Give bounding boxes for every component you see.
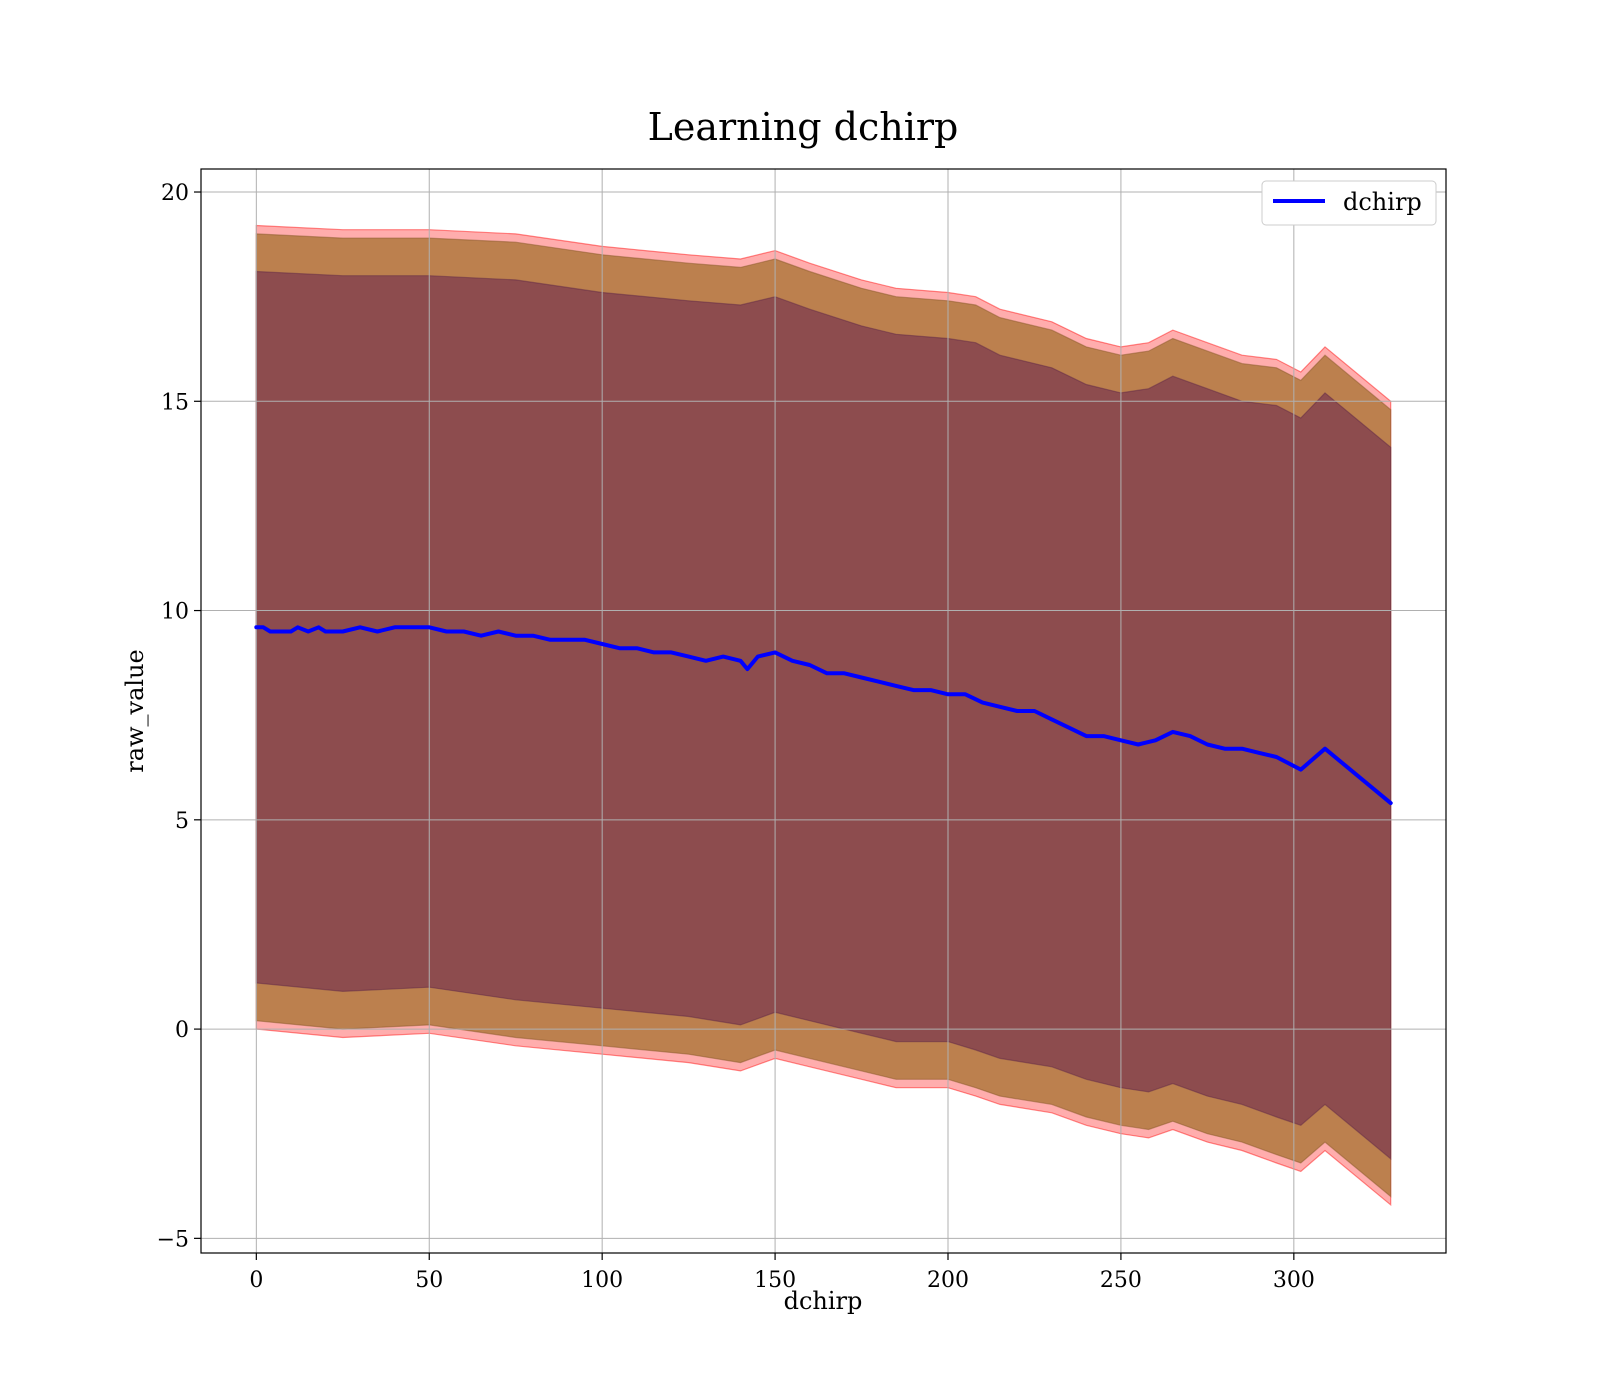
x-tick-label: 250 <box>1100 1268 1142 1293</box>
grid <box>201 169 1446 1253</box>
x-tick-label: 150 <box>754 1268 796 1293</box>
x-tick-label: 50 <box>415 1268 443 1293</box>
y-tick-label: 0 <box>175 1018 189 1043</box>
series-line-dchirp <box>254 625 1393 806</box>
x-tick-label: 100 <box>581 1268 623 1293</box>
y-tick-label: 15 <box>161 390 189 415</box>
legend-label-dchirp: dchirp <box>1343 188 1422 216</box>
x-tick-label: 300 <box>1273 1268 1315 1293</box>
series-lines <box>254 625 1393 806</box>
confidence-bands <box>255 224 1392 1207</box>
chart-title: Learning dchirp <box>648 105 959 149</box>
y-axis-title: raw_value <box>121 649 149 773</box>
x-tick-label: 200 <box>927 1268 969 1293</box>
y-axis-ticks: −5 0 5 10 15 20 <box>157 181 201 1252</box>
x-tick-label: 0 <box>249 1268 263 1293</box>
y-tick-label: −5 <box>157 1227 189 1252</box>
y-tick-label: 10 <box>161 600 189 625</box>
legend-box <box>1261 180 1437 226</box>
legend: dchirp <box>1261 180 1437 226</box>
y-tick-label: 20 <box>161 181 189 206</box>
x-axis-title: dchirp <box>784 1287 863 1315</box>
y-tick-label: 5 <box>175 809 189 834</box>
band-inner <box>255 270 1392 1161</box>
x-axis-ticks: 0 50 100 150 200 250 300 <box>249 1253 1315 1293</box>
plot-frame <box>200 168 1447 1254</box>
